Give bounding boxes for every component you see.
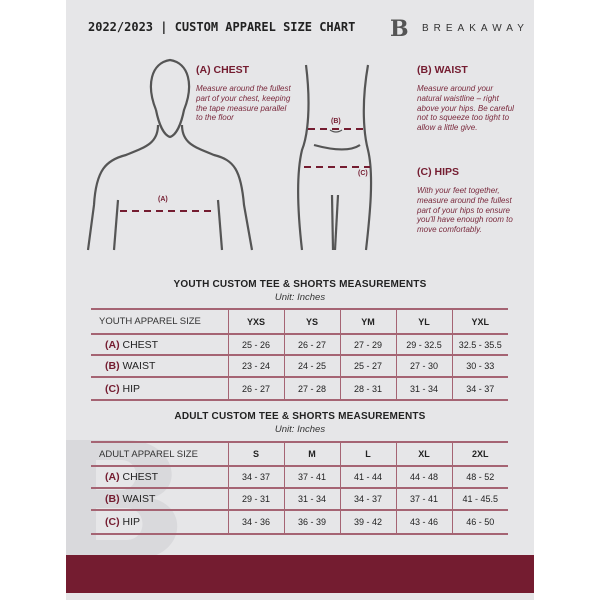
- adult-size-table: ADULT APPAREL SIZE S M L XL 2XL (A) CHES…: [91, 441, 508, 535]
- cell: 41 - 44: [339, 466, 396, 489]
- adult-table-title: ADULT CUSTOM TEE & SHORTS MEASUREMENTS: [174, 411, 426, 422]
- waist-description: Measure around your natural waistline – …: [417, 84, 514, 133]
- hips-heading: (C) HIPS: [417, 166, 459, 178]
- header-cell: YXS: [227, 308, 284, 335]
- adult-unit: Unit: Inches: [274, 424, 326, 435]
- cell: 28 - 31: [339, 377, 396, 401]
- header-cell: M: [283, 441, 340, 467]
- table-header-row: YOUTH APPAREL SIZE YXS YS YM YL YXL: [91, 308, 508, 335]
- header-cell: ADULT APPAREL SIZE: [91, 441, 228, 467]
- header-cell: XL: [395, 441, 452, 467]
- header-cell: YM: [339, 308, 396, 335]
- cell: 29 - 31: [227, 488, 284, 511]
- header-cell: YL: [395, 308, 452, 335]
- cell: 32.5 - 35.5: [451, 334, 508, 356]
- cell: 30 - 33: [451, 355, 508, 378]
- cell: 48 - 52: [451, 466, 508, 489]
- marker-b: (B): [331, 118, 341, 125]
- cell: 26 - 27: [227, 377, 284, 401]
- marker-a: (A): [158, 196, 168, 203]
- brand-logo-icon: B: [390, 16, 409, 42]
- row-name: CHEST: [122, 471, 159, 483]
- cell: 34 - 37: [339, 488, 396, 511]
- header-cell: YS: [283, 308, 340, 335]
- cell: 25 - 27: [339, 355, 396, 378]
- cell: 26 - 27: [283, 334, 340, 356]
- row-label: (C) HIP: [91, 377, 228, 401]
- cell: 34 - 37: [227, 466, 284, 489]
- row-label: (B) WAIST: [91, 355, 228, 378]
- upper-body-figure: [86, 58, 254, 251]
- row-code: (C): [105, 516, 120, 528]
- table-row: (A) CHEST 25 - 26 26 - 27 27 - 29 29 - 32.5…: [91, 334, 508, 356]
- chest-description: Measure around the fullest part of your …: [196, 84, 291, 123]
- row-code: (A): [105, 338, 120, 351]
- cell: 24 - 25: [283, 355, 340, 378]
- youth-size-table: YOUTH APPAREL SIZE YXS YS YM YL YXL (A) …: [91, 308, 508, 401]
- cell: 43 - 46: [395, 510, 452, 535]
- cell: 46 - 50: [451, 510, 508, 535]
- cell: 27 - 28: [283, 377, 340, 401]
- header-cell: YOUTH APPAREL SIZE: [91, 308, 228, 335]
- size-chart-page: 2022/2023 | CUSTOM APPAREL SIZE CHART B …: [66, 0, 534, 600]
- table-row: (C) HIP 26 - 27 27 - 28 28 - 31 31 - 34 34 -…: [91, 377, 508, 401]
- header-cell: S: [227, 441, 284, 467]
- row-code: (B): [105, 360, 120, 372]
- cell: 39 - 42: [339, 510, 396, 535]
- cell: 23 - 24: [227, 355, 284, 378]
- waist-heading: (B) WAIST: [417, 64, 468, 76]
- row-name: HIP: [122, 382, 141, 395]
- cell: 27 - 30: [395, 355, 452, 378]
- row-name: HIP: [122, 516, 141, 528]
- cell: 36 - 39: [283, 510, 340, 535]
- brand-name: BREAKAWAY: [422, 23, 529, 34]
- row-code: (A): [105, 471, 120, 483]
- header-cell: YXL: [451, 308, 508, 335]
- cell: 25 - 26: [227, 334, 284, 356]
- cell: 29 - 32.5: [395, 334, 452, 356]
- lower-body-figure: [297, 64, 373, 251]
- cell: 37 - 41: [395, 488, 452, 511]
- table-header-row: ADULT APPAREL SIZE S M L XL 2XL: [91, 441, 508, 467]
- cell: 31 - 34: [283, 488, 340, 511]
- page-title: 2022/2023 | CUSTOM APPAREL SIZE CHART: [88, 20, 356, 34]
- table-row: (B) WAIST 29 - 31 31 - 34 34 - 37 37 - 41 41…: [91, 488, 508, 511]
- chest-heading: (A) CHEST: [196, 64, 250, 76]
- row-label: (A) CHEST: [91, 466, 228, 489]
- body-illustrations: [86, 58, 373, 251]
- cell: 27 - 29: [339, 334, 396, 356]
- row-label: (B) WAIST: [91, 488, 228, 511]
- marker-c: (C): [358, 170, 368, 177]
- measure-lines: [120, 128, 370, 212]
- table-row: (A) CHEST 34 - 37 37 - 41 41 - 44 44 - 48 48…: [91, 466, 508, 489]
- table-row: (C) HIP 34 - 36 36 - 39 39 - 42 43 - 46 46 -…: [91, 510, 508, 535]
- cell: 41 - 45.5: [451, 488, 508, 511]
- row-name: WAIST: [122, 493, 156, 505]
- header-cell: L: [339, 441, 396, 467]
- row-name: CHEST: [122, 338, 159, 351]
- row-label: (A) CHEST: [91, 334, 228, 356]
- footer-band: [66, 555, 534, 593]
- row-code: (C): [105, 382, 120, 395]
- header-cell: 2XL: [451, 441, 508, 467]
- row-label: (C) HIP: [91, 510, 228, 535]
- youth-unit: Unit: Inches: [274, 292, 326, 303]
- hips-description: With your feet together, measure around …: [417, 186, 513, 235]
- cell: 34 - 37: [451, 377, 508, 401]
- table-row: (B) WAIST 23 - 24 24 - 25 25 - 27 27 - 30 30…: [91, 355, 508, 378]
- cell: 37 - 41: [283, 466, 340, 489]
- row-name: WAIST: [122, 360, 156, 372]
- cell: 31 - 34: [395, 377, 452, 401]
- cell: 34 - 36: [227, 510, 284, 535]
- row-code: (B): [105, 493, 120, 505]
- cell: 44 - 48: [395, 466, 452, 489]
- youth-table-title: YOUTH CUSTOM TEE & SHORTS MEASUREMENTS: [173, 279, 427, 290]
